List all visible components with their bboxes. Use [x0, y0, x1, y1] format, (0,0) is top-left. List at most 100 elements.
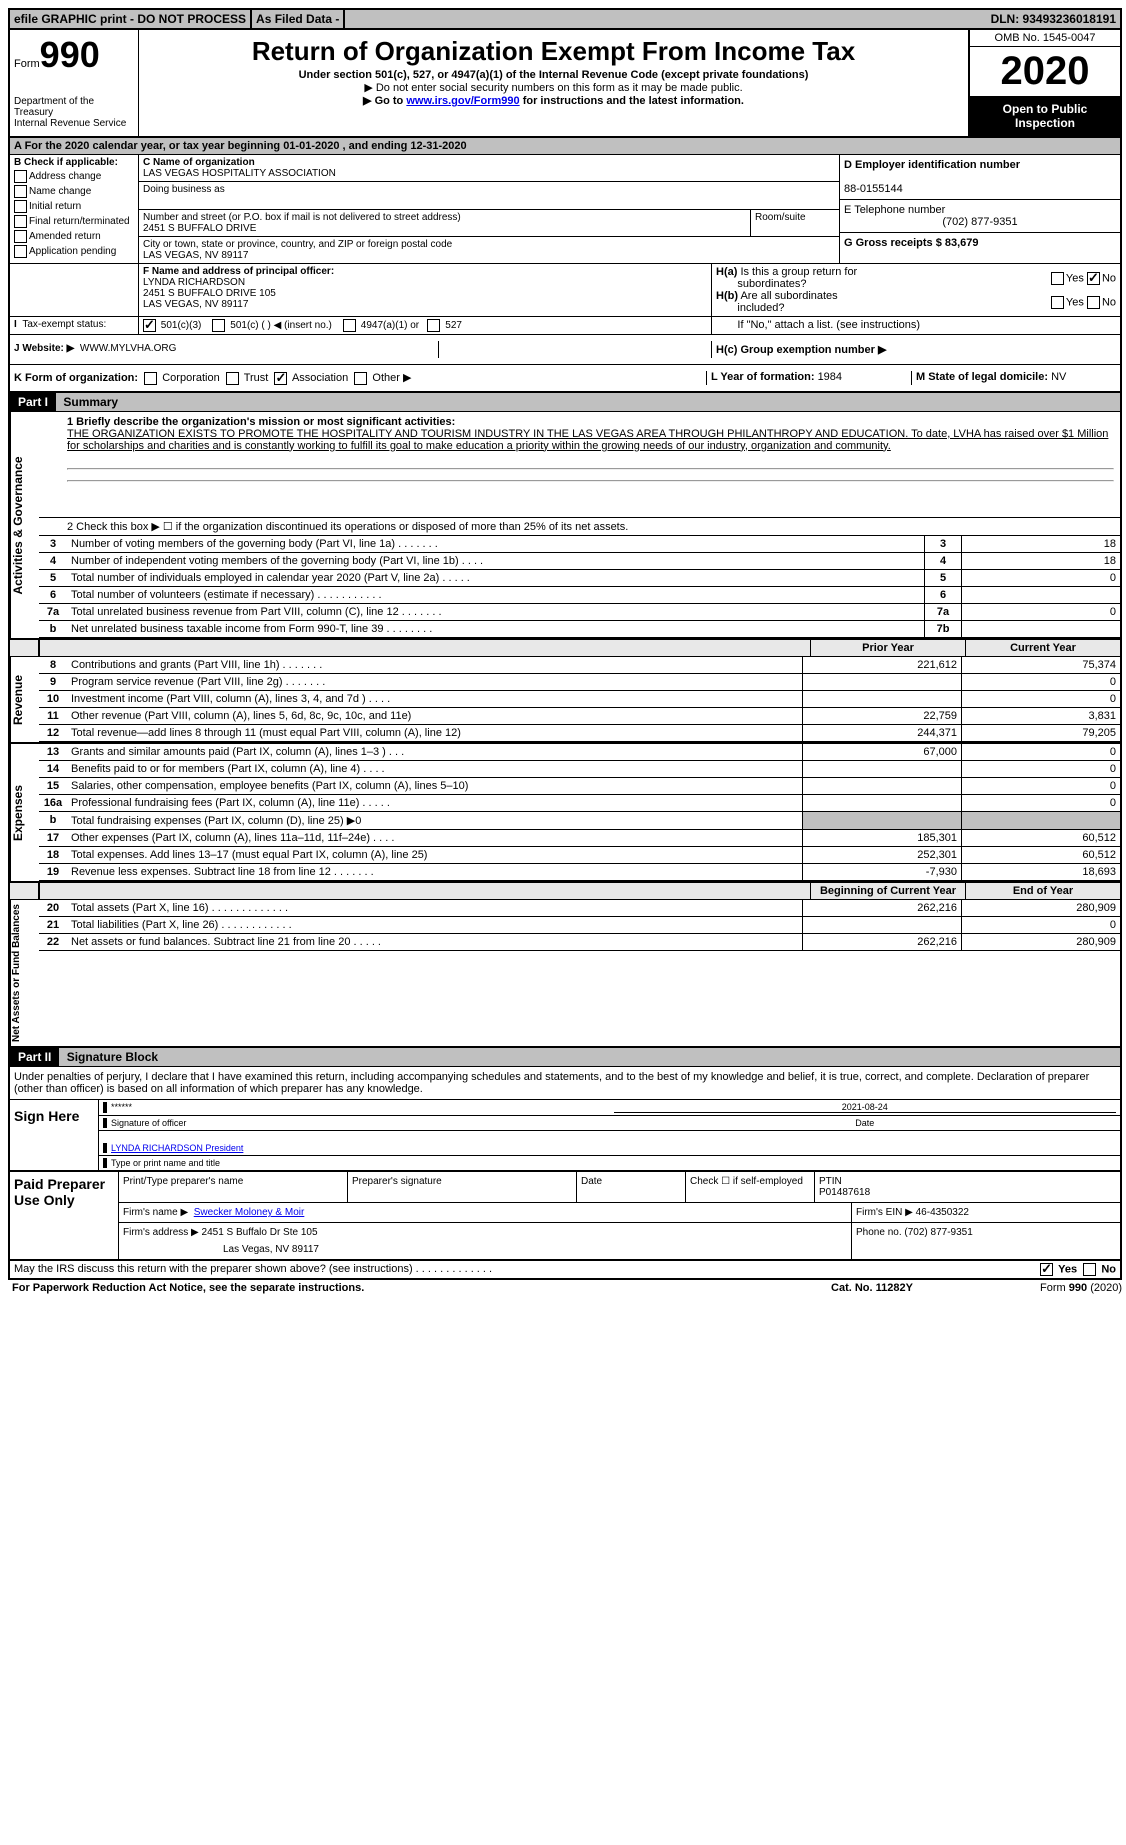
ptin-val: P01487618	[819, 1187, 870, 1198]
prep-date-label: Date	[577, 1172, 686, 1202]
vert-ag: Activities & Governance	[10, 412, 39, 639]
section-fh: F Name and address of principal officer:…	[10, 264, 1120, 317]
sign-here-row: Sign Here ****** 2021-08-24 Signature of…	[10, 1099, 1120, 1170]
cb-other[interactable]	[354, 372, 367, 385]
header-row: Form990 Department of the Treasury Inter…	[10, 30, 1120, 138]
line-13: 13Grants and similar amounts paid (Part …	[39, 744, 1120, 761]
hc-label: H(c) Group exemption number ▶	[716, 344, 886, 356]
cb-assoc[interactable]	[274, 372, 287, 385]
form-prefix: Form	[14, 58, 40, 70]
top-bar: efile GRAPHIC print - DO NOT PROCESS As …	[10, 10, 1120, 30]
street-row: Number and street (or P.O. box if mail i…	[139, 210, 839, 237]
may-irs-row: May the IRS discuss this return with the…	[10, 1259, 1120, 1278]
line-6: 6Total number of volunteers (estimate if…	[39, 587, 1120, 604]
phone-row: E Telephone number (702) 877-9351	[840, 200, 1120, 233]
cb-name-change[interactable]: Name change	[14, 185, 134, 198]
tax-year: 2020	[970, 47, 1120, 96]
cb-addr-change[interactable]: Address change	[14, 170, 134, 183]
expenses-section: Expenses 13Grants and similar amounts pa…	[10, 744, 1120, 883]
paid-label: Paid Preparer Use Only	[10, 1172, 119, 1259]
current-year-hdr: Current Year	[965, 640, 1120, 656]
k-label: K Form of organization:	[14, 372, 138, 384]
note1: ▶ Do not enter social security numbers o…	[143, 81, 964, 94]
form-number: Form990	[14, 34, 134, 76]
col-d: D Employer identification number 88-0155…	[839, 155, 1120, 263]
activities-section: Activities & Governance 1 Briefly descri…	[10, 412, 1120, 641]
org-name: LAS VEGAS HOSPITALITY ASSOCIATION	[143, 168, 336, 179]
may-irs-yes[interactable]	[1040, 1263, 1053, 1276]
header-left: Form990 Department of the Treasury Inter…	[10, 30, 139, 136]
officer-name: LYNDA RICHARDSON	[143, 277, 245, 288]
form-title: Return of Organization Exempt From Incom…	[143, 36, 964, 67]
prior-year-hdr: Prior Year	[810, 640, 965, 656]
phone-val: (702) 877-9351	[844, 216, 1116, 228]
cb-501c3[interactable]	[143, 319, 156, 332]
cb-app-pending[interactable]: Application pending	[14, 245, 134, 258]
line-7a: 7aTotal unrelated business revenue from …	[39, 604, 1120, 621]
open-public: Open to Public Inspection	[970, 96, 1120, 136]
cat-no: Cat. No. 11282Y	[772, 1282, 972, 1294]
cb-501c[interactable]	[212, 319, 225, 332]
col-b: B Check if applicable: Address change Na…	[10, 155, 139, 263]
line-21: 21Total liabilities (Part X, line 26) . …	[39, 917, 1120, 934]
cb-final[interactable]: Final return/terminated	[14, 215, 134, 228]
firm-ein: 46-4350322	[916, 1207, 969, 1218]
officer-link[interactable]: LYNDA RICHARDSON President	[111, 1143, 243, 1153]
pra-notice: For Paperwork Reduction Act Notice, see …	[12, 1282, 772, 1294]
c-name-label: C Name of organization	[143, 157, 255, 168]
cb-4947[interactable]	[343, 319, 356, 332]
firm-addr-label: Firm's address ▶	[123, 1227, 199, 1238]
l-label: L Year of formation:	[711, 371, 818, 383]
form990-link[interactable]: www.irs.gov/Form990	[406, 95, 519, 107]
cb-527[interactable]	[427, 319, 440, 332]
check-self-emp: Check ☐ if self-employed	[686, 1172, 815, 1202]
l-val: 1984	[818, 371, 842, 383]
dba-row: Doing business as	[139, 182, 839, 210]
sig-declaration: Under penalties of perjury, I declare th…	[10, 1067, 1120, 1099]
part1-row: Part I Summary	[10, 393, 1120, 412]
m-val: NV	[1051, 371, 1066, 383]
firm-city: Las Vegas, NV 89117	[123, 1238, 847, 1255]
form-990-container: efile GRAPHIC print - DO NOT PROCESS As …	[8, 8, 1122, 1280]
irs-label: Internal Revenue Service	[14, 118, 134, 129]
sig-stars: ******	[111, 1102, 132, 1112]
print-label: Print/Type preparer's name	[119, 1172, 348, 1202]
ptin-label: PTIN	[819, 1176, 842, 1187]
vert-rev: Revenue	[10, 657, 39, 742]
gross-receipts: G Gross receipts $ 83,679	[844, 237, 979, 249]
prep-sig-label: Preparer's signature	[348, 1172, 577, 1202]
cb-corp[interactable]	[144, 372, 157, 385]
form-990-big: 990	[40, 34, 100, 75]
cb-trust[interactable]	[226, 372, 239, 385]
m-label: M State of legal domicile:	[916, 371, 1051, 383]
hb-yes[interactable]	[1051, 296, 1064, 309]
firm-addr: 2451 S Buffalo Dr Ste 105	[202, 1227, 318, 1238]
gross-row: G Gross receipts $ 83,679	[840, 233, 1120, 253]
ha-no[interactable]	[1087, 272, 1100, 285]
row-j: J Website: ▶ WWW.MYLVHA.ORG H(c) Group e…	[10, 335, 1120, 365]
firm-link[interactable]: Swecker Moloney & Moir	[194, 1207, 305, 1218]
line-1: 1 Briefly describe the organization's mi…	[39, 412, 1120, 519]
cb-amended[interactable]: Amended return	[14, 230, 134, 243]
line-22: 22Net assets or fund balances. Subtract …	[39, 934, 1120, 951]
hb-no[interactable]	[1087, 296, 1100, 309]
asfiled-label: As Filed Data -	[252, 10, 345, 28]
may-irs-no[interactable]	[1083, 1263, 1096, 1276]
paid-preparer: Paid Preparer Use Only Print/Type prepar…	[10, 1170, 1120, 1259]
col-f: F Name and address of principal officer:…	[139, 264, 712, 316]
col-c: C Name of organization LAS VEGAS HOSPITA…	[139, 155, 839, 263]
e-label: E Telephone number	[844, 204, 945, 216]
col-h: H(a) Is this a group return for subordin…	[712, 264, 1120, 316]
cb-initial[interactable]: Initial return	[14, 200, 134, 213]
dln-label: DLN: 93493236018191	[987, 10, 1120, 28]
line-5: 5Total number of individuals employed in…	[39, 570, 1120, 587]
line1-label: 1 Briefly describe the organization's mi…	[67, 416, 455, 428]
line-12: 12Total revenue—add lines 8 through 11 (…	[39, 725, 1120, 742]
line-11: 11Other revenue (Part VIII, column (A), …	[39, 708, 1120, 725]
page-footer: For Paperwork Reduction Act Notice, see …	[8, 1280, 1126, 1296]
boy-hdr: Beginning of Current Year	[810, 883, 965, 899]
line-10: 10Investment income (Part VIII, column (…	[39, 691, 1120, 708]
ha-yes[interactable]	[1051, 272, 1064, 285]
line-17: 17Other expenses (Part IX, column (A), l…	[39, 830, 1120, 847]
line-b: bNet unrelated business taxable income f…	[39, 621, 1120, 638]
